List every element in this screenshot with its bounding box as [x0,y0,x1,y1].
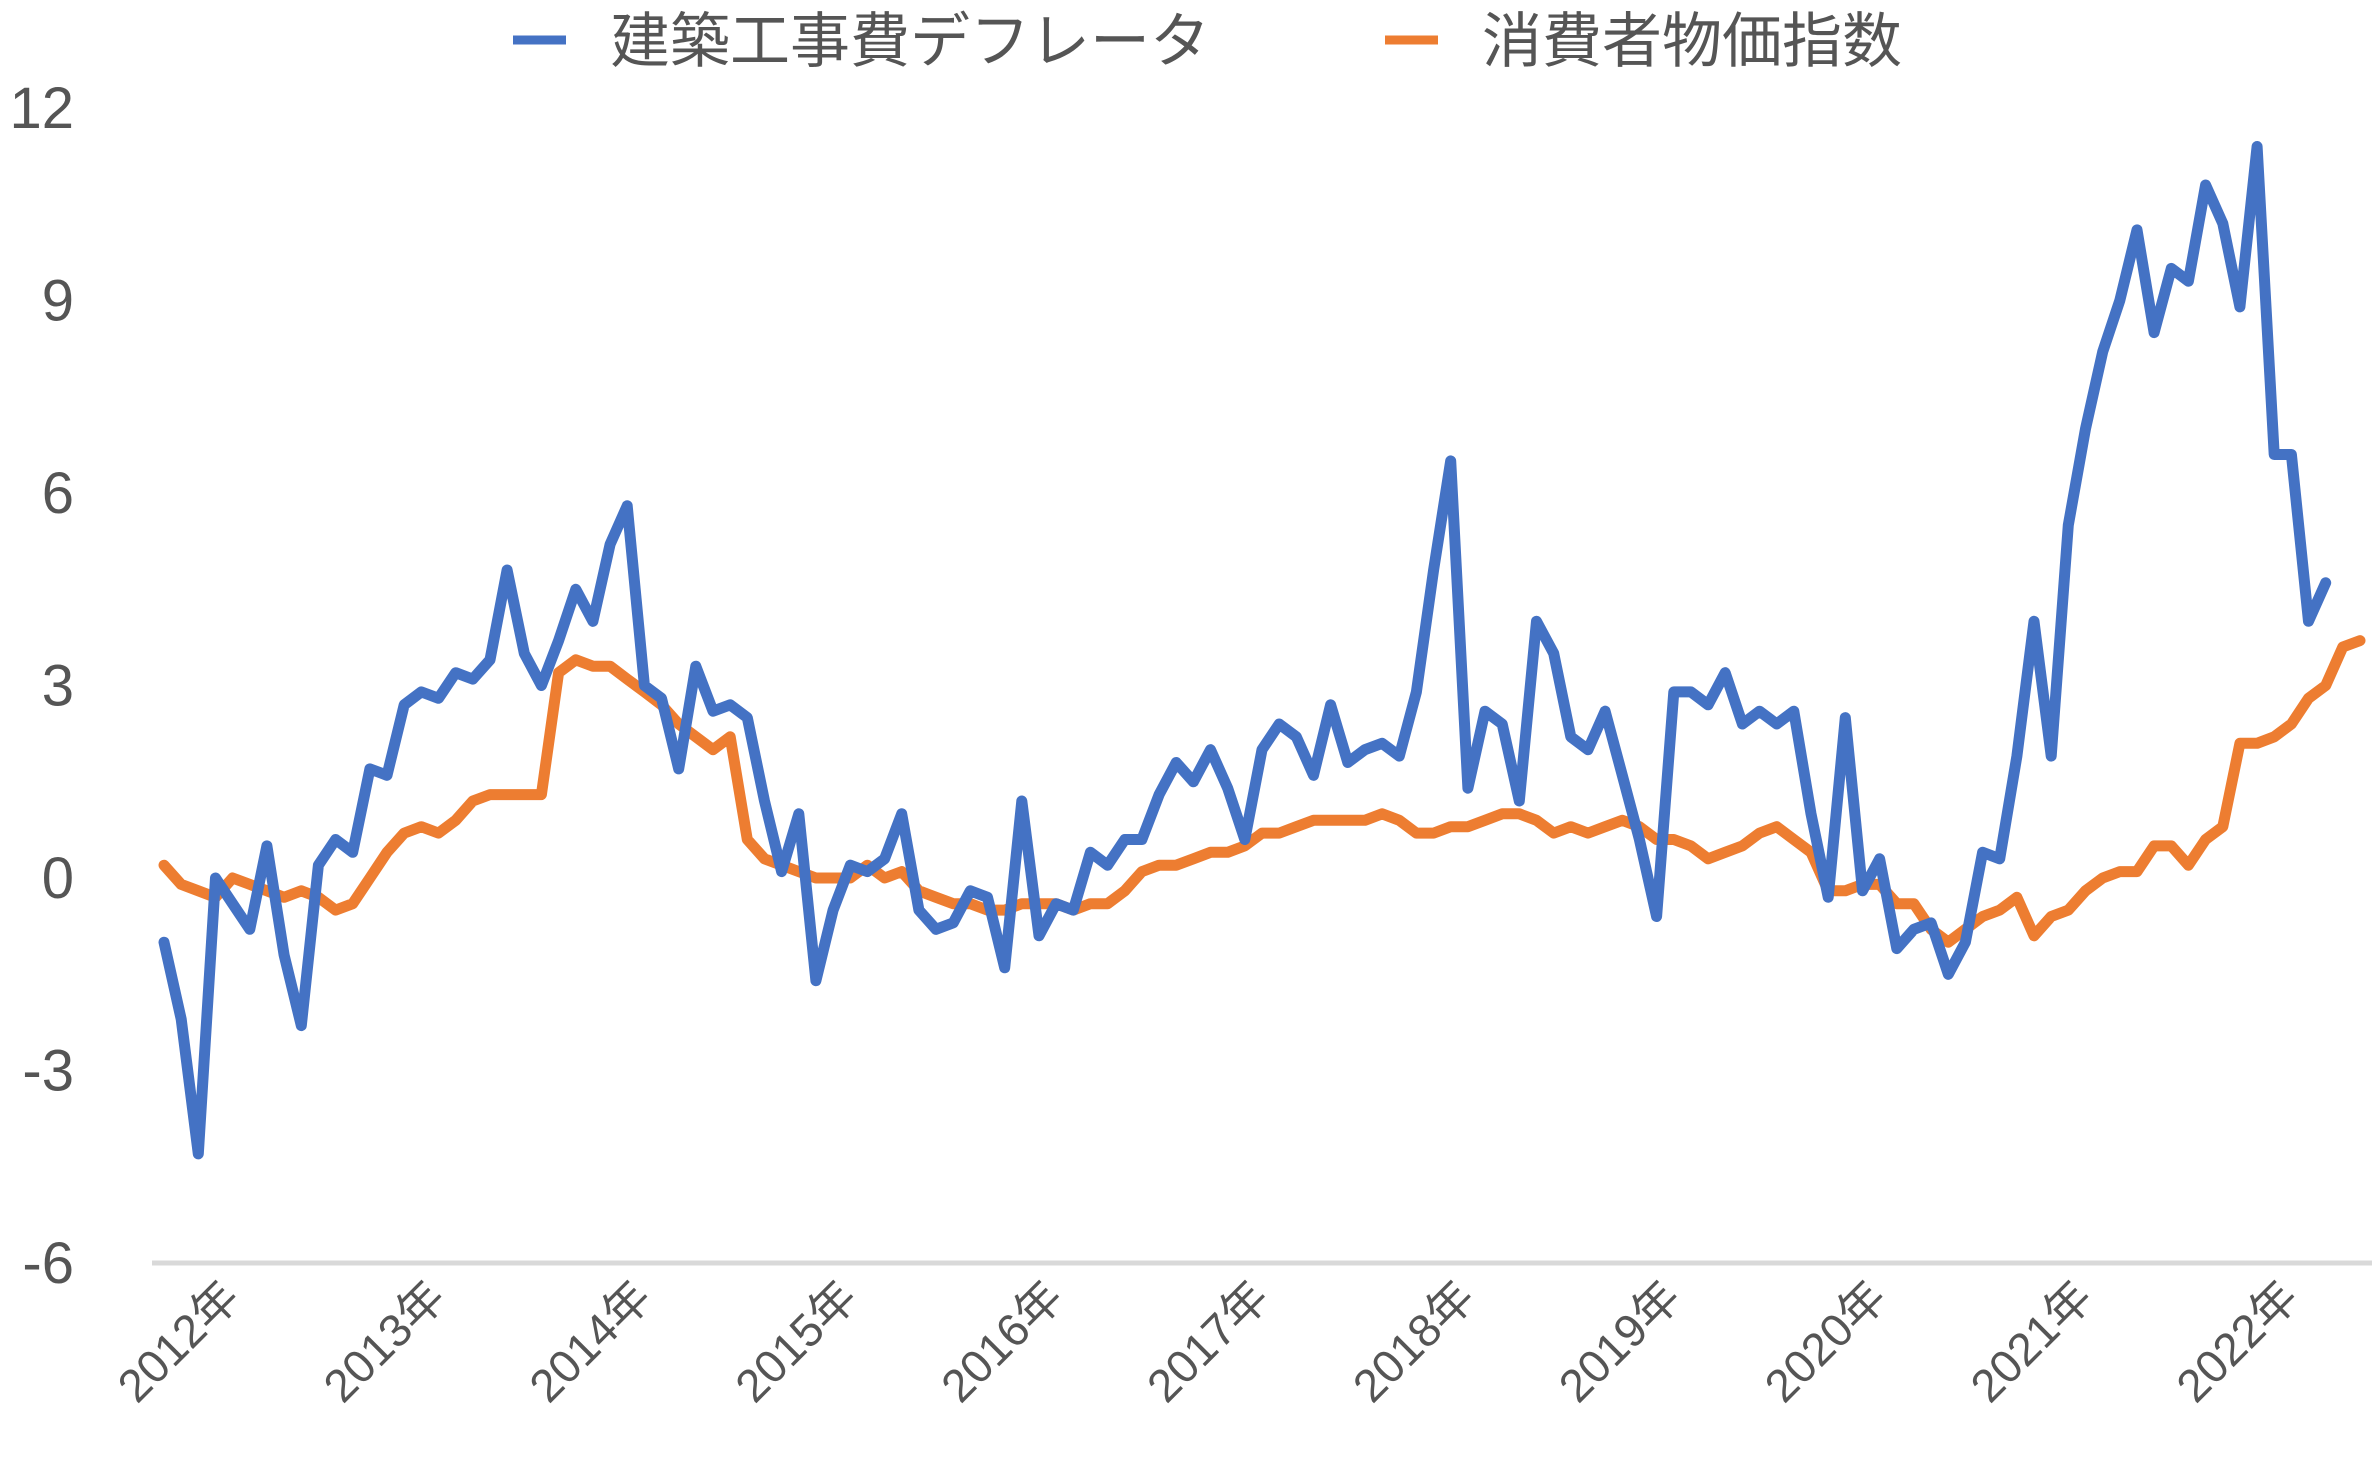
x-tick-label: 2021年 [1960,1270,2102,1412]
y-tick-label: 12 [9,76,74,141]
x-tick-label: 2019年 [1549,1270,1691,1412]
y-tick-label: 9 [42,269,74,334]
x-tick-label: 2017年 [1137,1270,1279,1412]
legend-label-construction-deflator: 建築工事費デフレータ [610,8,1210,75]
legend-label-cpi: 消費者物価指数 [1482,8,1902,75]
x-tick-label: 2013年 [313,1270,455,1412]
x-tick-label: 2016年 [931,1270,1073,1412]
x-tick-label: 2014年 [519,1270,661,1412]
series-line-cpi [158,635,2366,948]
y-axis-ticks: 12 9 6 3 0 -3 -6 [9,76,74,1296]
series-layer [158,141,2366,1160]
x-tick-label: 2018年 [1343,1270,1485,1412]
y-tick-label: 0 [42,846,74,911]
y-tick-label: 6 [42,461,74,526]
series-line-construction-deflator [158,141,2332,1160]
x-tick-label: 2012年 [107,1270,249,1412]
y-tick-label: -6 [22,1231,74,1296]
x-tick-label: 2022年 [2166,1270,2308,1412]
x-tick-label: 2020年 [1754,1270,1896,1412]
y-tick-label: -3 [22,1039,74,1104]
x-tick-label: 2015年 [725,1270,867,1412]
x-axis-ticks: 2012年 2013年 2014年 2015年 2016年 2017年 2018年 2019年… [107,1270,2307,1412]
legend: 建築工事費デフレータ 消費者物価指数 [513,8,1902,75]
y-tick-label: 3 [42,654,74,719]
